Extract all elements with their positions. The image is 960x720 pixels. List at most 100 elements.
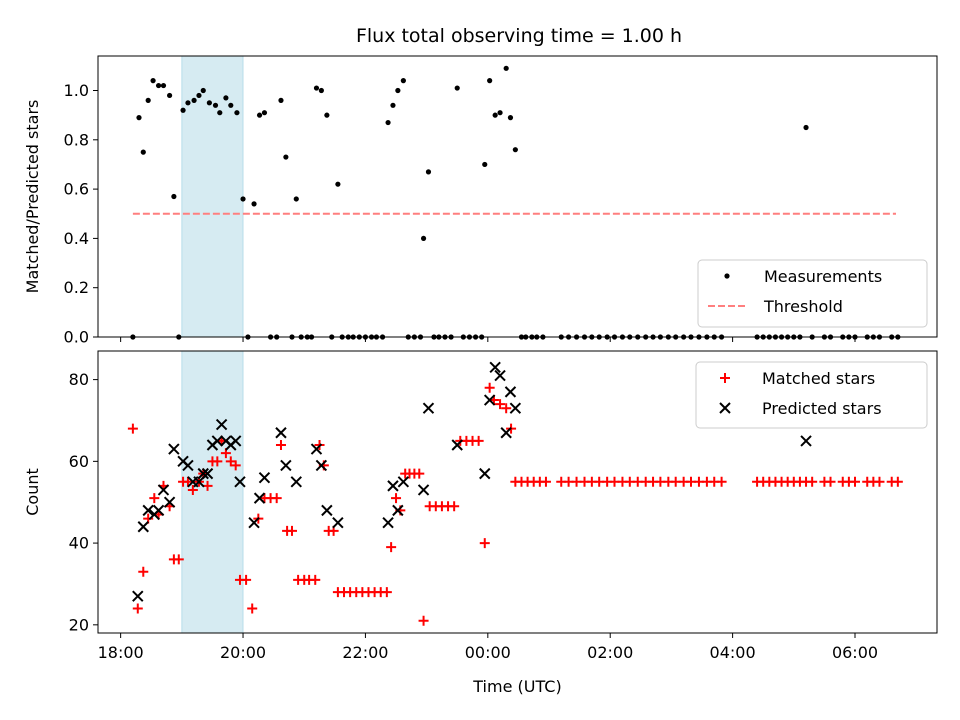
- predicted-star-point: [387, 480, 399, 492]
- predicted-star-point: [142, 504, 154, 517]
- measurement-point: [180, 107, 186, 113]
- matched-star-point: [286, 525, 297, 536]
- measurement-point: [395, 87, 401, 94]
- y-tick-label: 40: [69, 534, 89, 553]
- legend-marker-swatch: [719, 402, 731, 414]
- measurement-point: [240, 196, 246, 202]
- measurement-point: [420, 235, 427, 242]
- matched-star-point: [241, 574, 252, 585]
- highlight-span-rect: [181, 350, 244, 634]
- measurement-point: [425, 169, 432, 175]
- y-tick-label: 0.2: [64, 278, 89, 297]
- bottom-x-axis: 18:00 20:00 22:00 00:00 02:00 04:00 06:00: [98, 633, 878, 662]
- predicted-star-point: [157, 484, 170, 496]
- measurement-point: [228, 102, 234, 108]
- predicted-star-point: [280, 459, 292, 472]
- measurement-point: [136, 115, 142, 121]
- y-tick-label: 0.0: [64, 328, 89, 347]
- x-tick-label: 20:00: [220, 643, 266, 662]
- matched-star-point: [414, 468, 425, 479]
- measurement-point: [223, 95, 229, 101]
- measurement-point: [234, 110, 240, 116]
- predicted-star-point: [332, 516, 344, 529]
- top-y-axis: 0.0 0.2 0.4 0.6 0.8 1.0: [64, 81, 98, 347]
- matched-star-point: [874, 476, 885, 487]
- bottom-highlight-span: [181, 350, 244, 634]
- bottom-y-axis-label: Count: [23, 468, 42, 516]
- top-y-axis-label: Matched/Predicted stars: [23, 100, 42, 294]
- matched-star-point: [386, 542, 397, 553]
- matched-star-point: [479, 538, 490, 549]
- x-axis-label: Time (UTC): [472, 677, 561, 696]
- measurement-point: [278, 97, 284, 103]
- legend-marker-swatch: [724, 273, 730, 279]
- matched-star-point: [825, 476, 836, 487]
- predicted-star-point: [168, 443, 180, 455]
- predicted-star-point: [163, 496, 176, 508]
- matched-star-point: [187, 484, 198, 495]
- predicted-star-point: [197, 467, 209, 480]
- matched-star-point: [449, 501, 460, 512]
- matched-star-point: [138, 566, 149, 577]
- matched-star-point: [212, 456, 223, 467]
- predicted-star-point: [211, 435, 224, 447]
- measurement-point: [385, 119, 391, 126]
- measurement-point: [171, 193, 177, 200]
- matched-star-point: [230, 460, 241, 471]
- predicted-star-point: [258, 471, 271, 484]
- measurement-point: [454, 85, 460, 91]
- y-tick-label: 0.4: [64, 229, 89, 248]
- bottom-panel: 20 40 60 80 18:00 20:00 22:00 00:00 02:00 04:00 0…: [23, 350, 938, 696]
- predicted-star-point: [397, 476, 410, 488]
- x-tick-label: 02:00: [587, 643, 633, 662]
- measurement-point: [318, 87, 324, 94]
- measurement-point: [200, 87, 206, 94]
- matched-star-point: [310, 574, 321, 585]
- y-tick-label: 0.8: [64, 130, 89, 149]
- measurement-point: [155, 82, 162, 89]
- top-plot-frame: [97, 55, 938, 338]
- measurement-point: [166, 92, 173, 99]
- legend-marker-swatch: [720, 373, 730, 383]
- chart-title: Flux total observing time = 1.00 h: [356, 25, 682, 47]
- y-tick-label: 80: [69, 370, 89, 389]
- predicted-star-point: [417, 484, 430, 496]
- x-tick-label: 00:00: [465, 643, 511, 662]
- predicted-star-point: [483, 394, 496, 406]
- measurement-point: [803, 124, 809, 131]
- top-legend-box: [697, 259, 928, 328]
- measurement-point: [400, 78, 406, 84]
- predicted-star-point: [479, 467, 491, 480]
- matched-star-point: [173, 554, 184, 565]
- legend-label-predicted-stars: Predicted stars: [762, 399, 882, 418]
- predicted-star-point: [234, 476, 246, 488]
- y-tick-label: 20: [69, 615, 89, 634]
- matched-star-point: [132, 603, 143, 614]
- legend-label-threshold: Threshold: [763, 297, 843, 316]
- measurement-point: [507, 115, 514, 121]
- legend-marker-measurements: [724, 273, 730, 279]
- legend-marker-predicted-stars: [719, 402, 731, 414]
- measurement-point: [512, 147, 518, 153]
- predicted-star-point: [132, 590, 144, 602]
- predicted-star-point: [800, 435, 812, 447]
- predicted-star-point: [509, 402, 522, 414]
- measurement-point: [191, 97, 197, 103]
- matched-star-point: [501, 403, 512, 414]
- predicted-star-point: [494, 369, 506, 382]
- measurement-point: [217, 110, 223, 116]
- measurement-point: [145, 97, 151, 103]
- matched-star-point: [271, 493, 282, 504]
- measurement-point: [283, 154, 289, 160]
- predicted-star-point: [152, 504, 165, 517]
- x-tick-label: 04:00: [710, 643, 756, 662]
- measurement-point: [261, 110, 268, 116]
- x-tick-label: 22:00: [342, 643, 388, 662]
- measurement-point: [206, 100, 212, 106]
- matched-star-point: [275, 440, 286, 450]
- x-tick-label: 18:00: [98, 643, 144, 662]
- predicted-star-point: [215, 418, 228, 431]
- y-tick-label: 1.0: [64, 81, 89, 100]
- predicted-star-point: [193, 476, 205, 488]
